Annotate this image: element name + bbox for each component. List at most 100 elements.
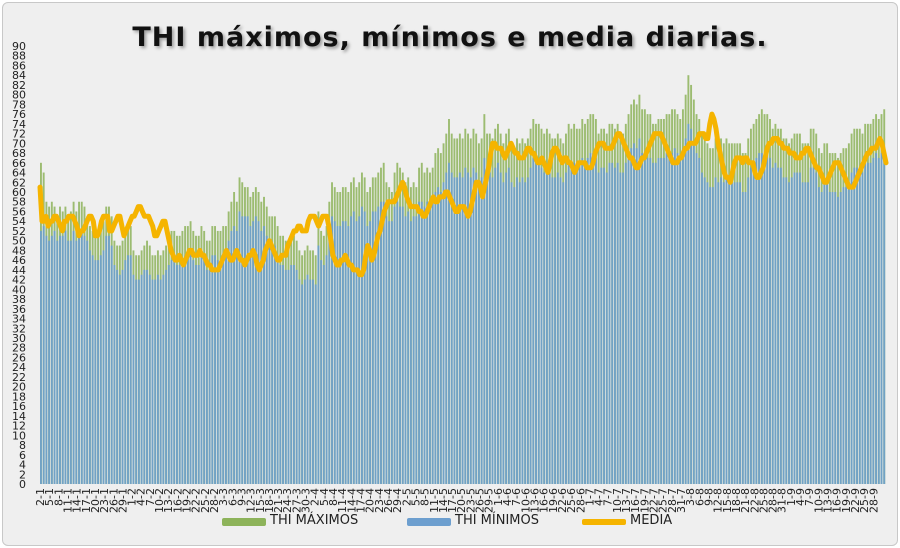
- bar-min: [428, 206, 431, 484]
- bar-min: [418, 201, 421, 484]
- x-tick-label: 2-1: [34, 488, 47, 506]
- x-tick-label: 20-4: [364, 488, 377, 513]
- bar-min: [630, 148, 633, 484]
- y-tick-label: 52: [12, 225, 26, 238]
- legend-label-min: THI MÍNIMOS: [455, 513, 539, 528]
- bar-min: [59, 235, 61, 484]
- bar-min: [295, 269, 298, 484]
- bar-min: [230, 230, 233, 484]
- bar-min: [151, 279, 154, 484]
- bar-min: [407, 211, 410, 484]
- bar-min: [698, 157, 701, 484]
- y-tick-label: 60: [12, 186, 26, 199]
- x-tick-label: 19-9: [840, 488, 853, 513]
- bar-min: [513, 187, 516, 484]
- bar-min: [741, 192, 744, 484]
- bar-min: [331, 216, 333, 485]
- x-tick-label: 28-7: [666, 488, 679, 513]
- x-tick-label: 21-8: [739, 488, 752, 513]
- bar-min: [749, 167, 752, 484]
- bar-min: [303, 279, 306, 484]
- bar-min: [692, 143, 695, 485]
- x-tick-label: 6-3: [226, 488, 239, 506]
- bar-min: [167, 265, 170, 484]
- bar-min: [143, 269, 146, 484]
- bar-min: [453, 177, 456, 484]
- x-tick-label: 28-9: [867, 488, 880, 513]
- y-tick-label: 84: [12, 69, 26, 82]
- bar-min: [197, 265, 200, 484]
- bar-min: [328, 230, 331, 484]
- bar-min: [162, 274, 165, 484]
- bar-min: [91, 255, 94, 484]
- bar-min: [211, 255, 214, 484]
- y-tick-label: 18: [12, 390, 26, 403]
- x-tick-label: 4-6: [501, 488, 514, 506]
- bar-min: [241, 216, 244, 485]
- x-tick-label: 3-3: [217, 488, 230, 506]
- bar-min: [807, 182, 810, 484]
- bar-min: [801, 182, 804, 484]
- bar-min: [173, 260, 176, 484]
- x-tick-label: 28-8: [767, 488, 780, 513]
- bar-min: [826, 182, 829, 484]
- y-tick-label: 46: [12, 254, 26, 267]
- legend-swatch-max: [222, 518, 266, 526]
- x-tick-label: 22-9: [849, 488, 862, 513]
- bar-min: [690, 128, 693, 484]
- bar-min: [861, 172, 864, 485]
- x-tick-label: 20-1: [89, 488, 102, 513]
- bar-min: [83, 235, 86, 484]
- x-tick-label: 28-2: [208, 488, 221, 513]
- bar-min: [184, 255, 187, 484]
- bar-min: [507, 167, 510, 484]
- bar-min: [110, 245, 113, 484]
- bar-min: [129, 255, 132, 484]
- x-tick-label: 17-5: [446, 488, 459, 513]
- bar-min: [423, 206, 426, 484]
- bar-min: [195, 265, 197, 484]
- bar-min: [720, 177, 722, 484]
- bar-min: [592, 153, 595, 485]
- y-tick-label: 66: [12, 157, 26, 170]
- legend-label-media: MEDIA: [630, 513, 673, 528]
- x-tick-label: 5-5: [409, 488, 422, 506]
- bar-min: [412, 216, 415, 485]
- bar-min: [875, 153, 878, 485]
- bar-min: [235, 230, 238, 484]
- bar-min: [635, 148, 638, 484]
- x-tick-label: 22-8: [748, 488, 761, 513]
- bar-min: [437, 187, 440, 484]
- x-tick-label: 1-9: [785, 488, 798, 506]
- bar-min: [695, 153, 698, 485]
- bar-min: [75, 240, 78, 484]
- bar-min: [140, 274, 143, 484]
- bar-min: [426, 201, 429, 484]
- x-tick-label: 31-7: [675, 488, 688, 513]
- bar-min: [613, 167, 616, 484]
- bar-min: [118, 274, 121, 484]
- legend-swatch-min: [407, 518, 451, 526]
- bar-min: [701, 172, 703, 485]
- x-tick-label: 23-1: [98, 488, 111, 513]
- bar-min: [652, 162, 654, 485]
- bar-min: [823, 182, 826, 484]
- legend-swatch-media: [582, 519, 626, 525]
- bar-min: [469, 177, 472, 484]
- bar-min: [127, 255, 129, 484]
- bar-min: [252, 221, 255, 484]
- bar-min: [703, 177, 706, 484]
- chart-legend: THI MÁXIMOS THI MÍNIMOS MEDIA: [222, 512, 722, 532]
- bar-min: [393, 206, 396, 484]
- bar-min: [573, 162, 576, 485]
- x-tick-label: 21-3: [272, 488, 285, 513]
- bar-min: [535, 162, 537, 485]
- bar-min: [543, 172, 546, 485]
- bar-min: [608, 162, 611, 485]
- x-tick-label: 26-4: [382, 488, 395, 513]
- bar-min: [374, 211, 377, 484]
- bar-min: [586, 157, 589, 484]
- y-tick-label: 42: [12, 274, 26, 287]
- bar-min: [415, 216, 418, 485]
- bar-min: [371, 211, 374, 484]
